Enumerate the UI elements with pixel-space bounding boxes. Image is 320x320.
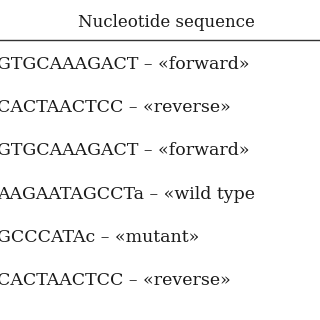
Text: GCCCATAc – «mutant»: GCCCATAc – «mutant» xyxy=(0,229,199,246)
Text: GTGCAAAGACT – «forward»: GTGCAAAGACT – «forward» xyxy=(0,142,249,159)
Text: Nucleotide sequence: Nucleotide sequence xyxy=(78,14,255,31)
Text: CACTAACTCC – «reverse»: CACTAACTCC – «reverse» xyxy=(0,272,230,289)
Text: CACTAACTCC – «reverse»: CACTAACTCC – «reverse» xyxy=(0,99,230,116)
Text: AAGAATAGCCTa – «wild type: AAGAATAGCCTa – «wild type xyxy=(0,186,255,203)
Text: GTGCAAAGACT – «forward»: GTGCAAAGACT – «forward» xyxy=(0,56,249,73)
